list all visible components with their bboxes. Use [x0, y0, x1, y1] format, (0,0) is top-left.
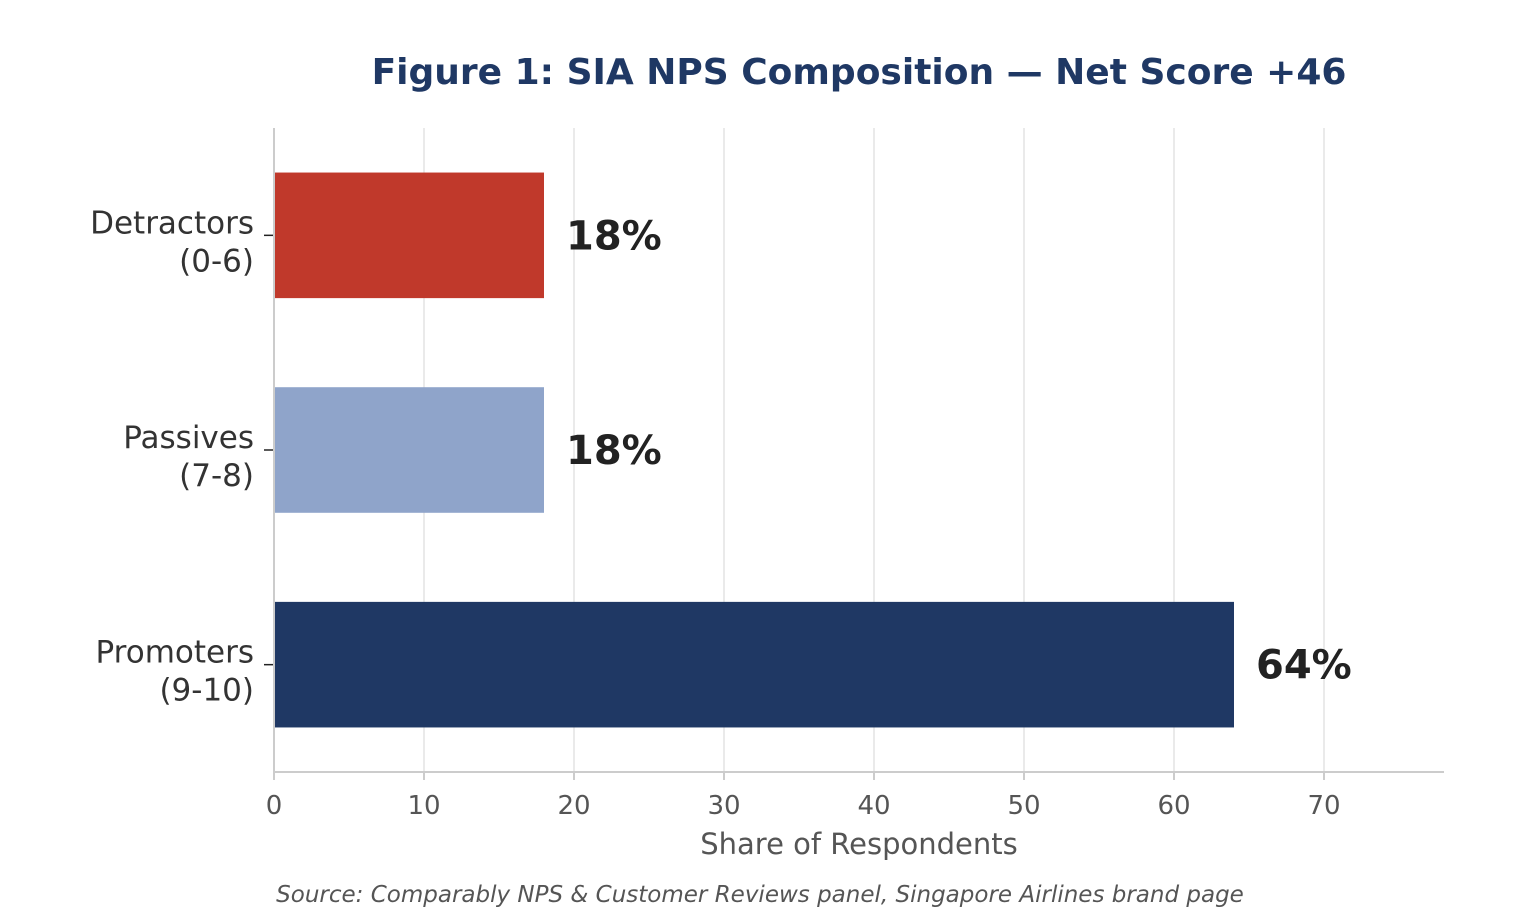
bar-promoters	[274, 601, 1234, 728]
x-tick-label: 30	[707, 791, 740, 821]
chart-title: Figure 1: SIA NPS Composition — Net Scor…	[372, 52, 1347, 93]
category-label: Promoters	[96, 635, 254, 671]
category-label: Passives	[123, 420, 254, 456]
labels: 18% Detractors(0-6) 18% Passives(7-8) 64% Pro…	[90, 205, 1352, 821]
x-tick-label: 0	[266, 791, 283, 821]
axes	[264, 128, 1444, 780]
category-label: Detractors	[90, 205, 254, 241]
value-label: 18%	[566, 213, 662, 259]
bars	[274, 172, 1234, 728]
category-label: (7-8)	[179, 458, 254, 494]
gridlines	[423, 128, 1325, 772]
x-axis-label: Share of Respondents	[700, 827, 1018, 861]
x-tick-label: 50	[1007, 791, 1040, 821]
x-tick-label: 40	[857, 791, 890, 821]
category-label: (0-6)	[179, 243, 254, 279]
category-label: (9-10)	[159, 673, 254, 709]
x-tick-label: 60	[1157, 791, 1190, 821]
x-tick-label: 20	[557, 791, 590, 821]
value-label: 18%	[566, 428, 662, 474]
bar-detractors	[274, 172, 544, 299]
x-tick-label: 70	[1307, 791, 1340, 821]
bar-passives	[274, 387, 544, 513]
x-tick-label: 10	[407, 791, 440, 821]
value-label: 64%	[1256, 643, 1352, 689]
source-note: Source: Comparably NPS & Customer Review…	[276, 882, 1244, 908]
